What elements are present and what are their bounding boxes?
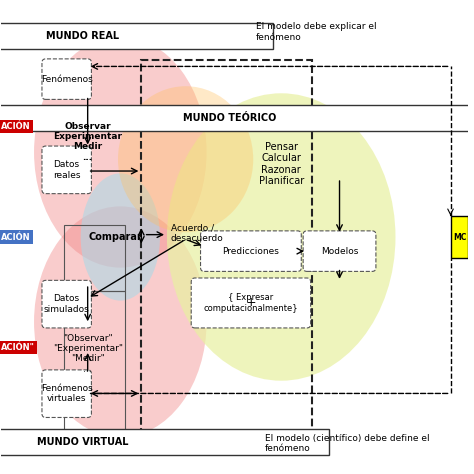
Text: ACIÓN: ACIÓN [1, 233, 31, 241]
Text: MUNDO TEÓRICO: MUNDO TEÓRICO [183, 113, 277, 123]
Ellipse shape [81, 173, 160, 301]
Text: MC: MC [453, 233, 466, 241]
Text: Fenómenos: Fenómenos [41, 74, 92, 83]
FancyBboxPatch shape [0, 23, 273, 49]
Text: MUNDO REAL: MUNDO REAL [46, 31, 119, 41]
Text: El modelo debe explicar el
fenómeno: El modelo debe explicar el fenómeno [255, 22, 376, 42]
Text: Modelos: Modelos [321, 246, 358, 255]
Ellipse shape [167, 93, 395, 381]
Text: MUNDO VIRTUAL: MUNDO VIRTUAL [37, 437, 129, 447]
FancyBboxPatch shape [303, 231, 376, 272]
FancyBboxPatch shape [42, 146, 91, 194]
FancyBboxPatch shape [0, 429, 329, 455]
Ellipse shape [34, 206, 207, 438]
Ellipse shape [118, 86, 253, 232]
FancyBboxPatch shape [42, 280, 91, 328]
Text: { Expresar
computacionalmente}: { Expresar computacionalmente} [204, 293, 298, 313]
Text: "Observar"
"Experimentar"
"Medir"
...: "Observar" "Experimentar" "Medir" ... [53, 334, 123, 374]
Ellipse shape [34, 36, 207, 268]
Text: Comparar: Comparar [89, 232, 143, 242]
Text: ACIÓN": ACIÓN" [1, 343, 35, 352]
FancyBboxPatch shape [0, 105, 474, 131]
Text: Datos
reales: Datos reales [53, 160, 81, 180]
Text: Observar
Experimentar
Medir
...: Observar Experimentar Medir ... [53, 121, 122, 162]
Text: ACIÓN: ACIÓN [1, 122, 31, 131]
Text: Datos
simulados: Datos simulados [44, 294, 90, 314]
Text: Acuerdo /
desacuerdo: Acuerdo / desacuerdo [171, 224, 223, 243]
Text: Pensar
Calcular
Razonar
Planificar: Pensar Calcular Razonar Planificar [259, 142, 304, 186]
Text: +: + [246, 295, 256, 309]
FancyBboxPatch shape [451, 216, 468, 258]
Text: Predicciones: Predicciones [222, 246, 279, 255]
FancyBboxPatch shape [201, 231, 301, 272]
FancyBboxPatch shape [42, 370, 91, 418]
Text: Fenómenos
virtuales: Fenómenos virtuales [41, 384, 92, 403]
Text: El modelo (científico) debe define el
fenómeno: El modelo (científico) debe define el fe… [265, 434, 429, 453]
FancyBboxPatch shape [42, 59, 91, 100]
FancyBboxPatch shape [191, 278, 310, 328]
